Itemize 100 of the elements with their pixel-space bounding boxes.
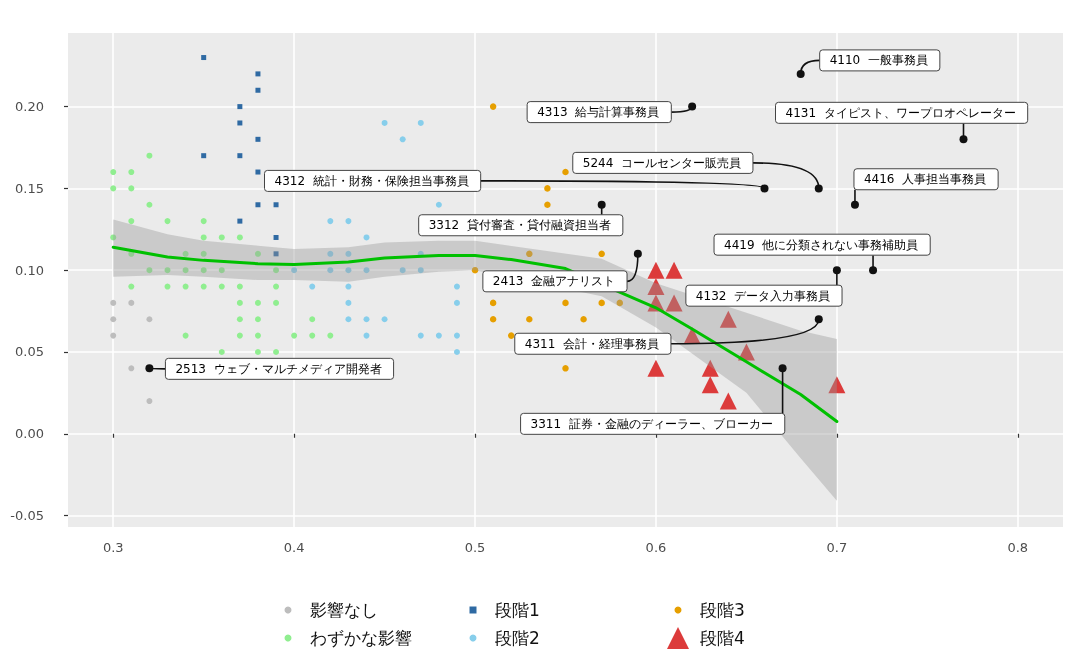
point — [273, 234, 279, 240]
point — [598, 250, 605, 258]
legend-label: 段階4 — [700, 628, 745, 648]
point — [110, 169, 117, 176]
point — [201, 55, 207, 61]
point — [218, 234, 225, 241]
point — [110, 316, 117, 323]
point — [544, 201, 551, 208]
point — [562, 365, 569, 372]
point — [453, 299, 460, 306]
annotation: 4131 タイピスト、ワープロオペレーター — [785, 105, 1016, 120]
point — [507, 332, 515, 339]
point — [526, 316, 533, 323]
point — [164, 283, 171, 290]
point — [164, 218, 171, 225]
point — [146, 316, 153, 323]
point — [417, 332, 424, 339]
point — [345, 218, 352, 225]
point — [327, 250, 334, 257]
annotation: 4419 他に分類されない事務補助員 — [724, 237, 919, 252]
point — [254, 316, 261, 323]
point — [110, 299, 117, 306]
point — [453, 332, 460, 339]
point — [471, 266, 479, 274]
point — [218, 348, 225, 355]
point — [453, 348, 460, 355]
x-tick-label: 0.8 — [1007, 540, 1029, 555]
point — [254, 348, 261, 355]
point — [381, 119, 388, 126]
point — [237, 120, 243, 126]
point — [128, 365, 135, 372]
point — [665, 261, 683, 279]
point — [647, 359, 665, 377]
point — [182, 250, 189, 257]
point — [327, 218, 334, 225]
point — [237, 153, 243, 159]
point — [146, 398, 153, 405]
point — [273, 283, 280, 290]
point — [255, 71, 261, 77]
point — [128, 299, 135, 306]
point — [828, 376, 846, 394]
point — [255, 136, 261, 142]
point — [254, 250, 261, 257]
point — [273, 299, 280, 306]
point — [200, 267, 207, 274]
point — [580, 316, 587, 323]
point — [647, 261, 665, 279]
point — [345, 316, 352, 323]
point — [128, 185, 135, 192]
annotation: 4416 人事担当事務員 — [863, 172, 987, 187]
point — [435, 332, 442, 339]
point — [110, 234, 117, 241]
point — [273, 251, 279, 257]
y-tick-label: 0.10 — [15, 262, 44, 278]
point — [110, 332, 117, 339]
x-tick-label: 0.3 — [102, 540, 124, 555]
y-tick-label: 0.20 — [15, 99, 44, 115]
point — [598, 299, 605, 307]
point — [309, 332, 316, 339]
y-tick-label: -0.05 — [10, 508, 44, 524]
point — [345, 299, 352, 306]
y-tick-label: 0.05 — [15, 344, 44, 360]
point — [291, 332, 298, 339]
point — [417, 267, 424, 274]
point — [218, 283, 225, 290]
legend-label: 段階3 — [700, 600, 745, 620]
point — [363, 316, 370, 323]
point — [363, 234, 370, 241]
point — [489, 316, 497, 323]
point — [182, 332, 189, 339]
point — [719, 392, 737, 410]
y-tick-label: 0.00 — [15, 426, 44, 442]
annotation: 2513 ウェブ・マルチメディア開発者 — [175, 361, 382, 376]
point — [255, 87, 261, 93]
point — [435, 201, 442, 208]
x-tick-label: 0.4 — [283, 540, 305, 555]
point — [417, 119, 424, 126]
point — [200, 250, 207, 257]
point — [345, 283, 352, 290]
legend-label: 段階1 — [495, 600, 540, 620]
point — [381, 316, 388, 323]
x-tick-label: 0.7 — [826, 540, 848, 555]
point — [345, 250, 352, 257]
point — [526, 250, 533, 258]
point — [309, 316, 316, 323]
point — [236, 234, 243, 241]
point — [236, 316, 243, 323]
point — [701, 376, 719, 394]
annotation: 4313 給与計算事務員 — [537, 105, 660, 120]
y-tick-label: 0.15 — [15, 180, 44, 196]
point — [128, 218, 135, 225]
annotation: 3311 証券・金融のディーラー、ブローカー — [530, 416, 773, 431]
annotation: 4311 会計・経理事務員 — [524, 336, 659, 351]
annotation: 3312 貸付審査・貸付融資担当者 — [428, 218, 611, 233]
annotation: 2413 金融アナリスト — [492, 274, 616, 289]
point — [345, 267, 352, 274]
point — [562, 168, 569, 176]
point — [236, 283, 243, 290]
point — [128, 169, 135, 176]
point — [291, 267, 298, 274]
